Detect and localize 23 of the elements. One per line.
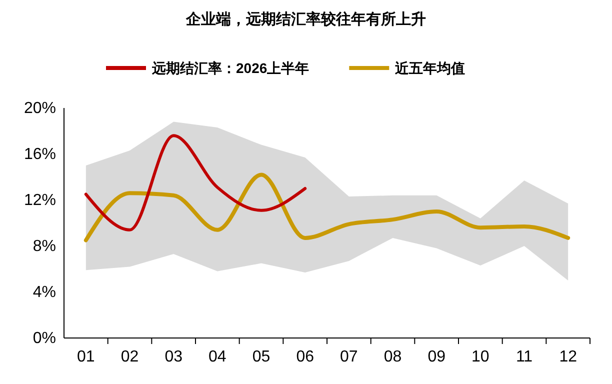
y-tick-label: 8% bbox=[32, 238, 56, 256]
x-tick-label: 06 bbox=[296, 348, 314, 366]
x-tick-label: 04 bbox=[208, 348, 226, 366]
x-tick-label: 01 bbox=[77, 348, 95, 366]
y-tick-label: 4% bbox=[32, 284, 56, 302]
chart-title: 企业端，远期结汇率较往年有所上升 bbox=[185, 10, 426, 28]
x-tick-label: 12 bbox=[559, 348, 578, 366]
x-tick-label: 10 bbox=[472, 348, 490, 366]
x-tick-label: 03 bbox=[164, 348, 183, 366]
y-tick-label: 0% bbox=[32, 330, 56, 348]
y-tick-label: 20% bbox=[24, 100, 56, 118]
y-tick-label: 12% bbox=[24, 192, 56, 210]
x-tick-label: 09 bbox=[428, 348, 446, 366]
legend-label: 远期结汇率：2026上半年 bbox=[151, 60, 310, 76]
x-tick-label: 02 bbox=[120, 348, 139, 366]
x-tick-label: 07 bbox=[340, 348, 358, 366]
x-tick-label: 08 bbox=[384, 348, 402, 366]
line-series bbox=[84, 172, 570, 242]
x-tick-label: 05 bbox=[252, 348, 270, 366]
y-tick-label: 16% bbox=[24, 146, 56, 164]
legend-label: 近五年均值 bbox=[394, 60, 466, 76]
line-series bbox=[84, 134, 307, 232]
x-tick-label: 11 bbox=[516, 348, 533, 366]
